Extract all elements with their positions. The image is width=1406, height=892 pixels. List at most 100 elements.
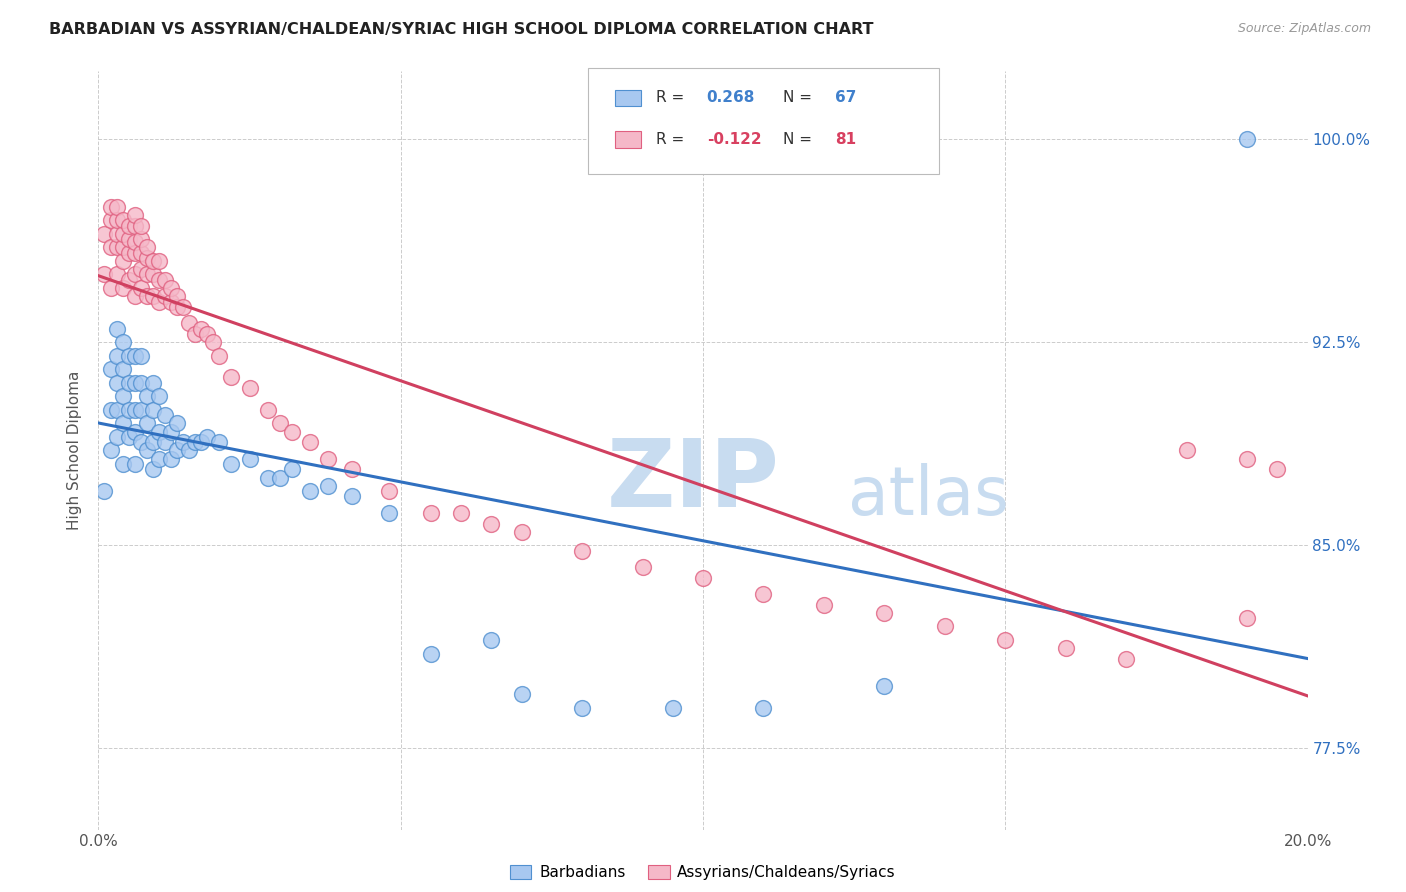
Text: Source: ZipAtlas.com: Source: ZipAtlas.com (1237, 22, 1371, 36)
Point (142, 435, 165, 450)
Point (100, 402, 122, 417)
Point (873, 606, 896, 620)
Point (160, 294, 183, 309)
Point (184, 435, 207, 450)
Text: ZIP: ZIP (606, 434, 779, 527)
Point (118, 430, 141, 444)
Point (239, 381, 262, 395)
Point (100, 240, 122, 254)
Point (299, 435, 322, 450)
Point (1115, 652, 1137, 666)
Point (124, 289, 146, 303)
Text: -0.122: -0.122 (707, 132, 761, 147)
Point (281, 425, 304, 439)
Point (93, 484, 115, 499)
Point (105, 430, 128, 444)
Point (873, 679, 896, 693)
Point (450, 506, 472, 520)
Point (111, 240, 134, 254)
Text: N =: N = (783, 90, 817, 105)
Point (105, 240, 128, 254)
Point (153, 273, 176, 287)
Point (420, 506, 443, 520)
Point (256, 402, 278, 417)
Point (752, 587, 775, 601)
Point (1236, 451, 1258, 466)
Point (179, 316, 201, 330)
Point (111, 457, 134, 471)
Point (105, 321, 128, 335)
Point (135, 389, 157, 403)
Text: 0.268: 0.268 (707, 90, 755, 105)
Point (100, 362, 122, 376)
Text: N =: N = (783, 132, 817, 147)
Point (190, 321, 212, 335)
Point (510, 524, 533, 539)
Point (135, 251, 157, 265)
Point (135, 289, 157, 303)
Point (160, 425, 183, 439)
Point (118, 232, 141, 246)
Point (135, 417, 157, 431)
Point (93, 227, 115, 241)
Point (142, 462, 165, 476)
Point (281, 462, 304, 476)
Point (1236, 611, 1258, 625)
Point (111, 213, 134, 227)
Point (124, 235, 146, 249)
Point (377, 506, 399, 520)
Point (118, 219, 141, 233)
Point (111, 389, 134, 403)
Point (160, 451, 183, 466)
Point (124, 245, 146, 260)
Point (124, 425, 146, 439)
Point (105, 402, 128, 417)
Text: 81: 81 (835, 132, 856, 147)
Point (129, 245, 152, 260)
Point (692, 571, 714, 585)
Text: 67: 67 (835, 90, 856, 105)
Point (184, 326, 207, 341)
Point (752, 700, 775, 714)
Bar (614, 131, 641, 148)
Point (316, 451, 339, 466)
Point (994, 632, 1017, 647)
Point (221, 457, 243, 471)
Point (129, 435, 152, 450)
Point (105, 349, 128, 363)
Point (111, 227, 134, 241)
Point (481, 632, 503, 647)
Point (124, 219, 146, 233)
Point (105, 200, 128, 214)
Point (129, 376, 152, 390)
Point (631, 560, 654, 574)
Point (100, 213, 122, 227)
Point (105, 213, 128, 227)
Point (111, 335, 134, 350)
Text: R =: R = (655, 132, 689, 147)
Point (124, 457, 146, 471)
Point (129, 232, 152, 246)
Point (129, 281, 152, 295)
Point (111, 281, 134, 295)
Point (129, 349, 152, 363)
Point (148, 273, 170, 287)
Point (342, 490, 364, 504)
Point (118, 349, 141, 363)
Point (142, 268, 165, 282)
Point (124, 402, 146, 417)
Point (195, 326, 218, 341)
Point (1175, 443, 1198, 458)
Point (172, 300, 194, 314)
Bar (614, 89, 641, 106)
FancyBboxPatch shape (588, 68, 939, 174)
Point (142, 289, 165, 303)
Point (481, 516, 503, 531)
Point (129, 219, 152, 233)
Point (256, 470, 278, 484)
Point (269, 470, 291, 484)
Point (934, 619, 956, 633)
Legend: Barbadians, Assyrians/Chaldeans/Syriacs: Barbadians, Assyrians/Chaldeans/Syriacs (510, 865, 896, 880)
Point (342, 462, 364, 476)
Point (142, 376, 165, 390)
